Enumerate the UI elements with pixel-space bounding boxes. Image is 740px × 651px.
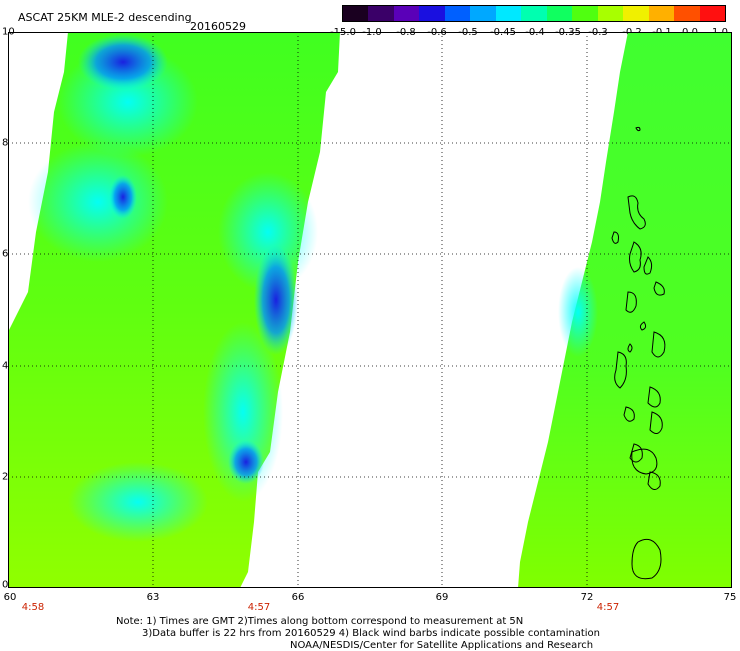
x-tick-label: 66 [291, 592, 305, 603]
colorbar-segment [521, 6, 547, 21]
x-tick-label: 63 [146, 592, 160, 603]
colorbar-segment [343, 6, 369, 21]
plot-frame [8, 32, 732, 588]
colorbar-segment [495, 6, 522, 21]
min-value-region [228, 440, 264, 484]
colorbar-segment [674, 6, 700, 21]
footnote-line: 3)Data buffer is 22 hrs from 20160529 4)… [142, 628, 600, 639]
colorbar-segment [572, 6, 598, 21]
colorbar-segment [470, 6, 496, 21]
time-label: 4:57 [596, 602, 620, 613]
y-tick-label: 6 [2, 248, 9, 260]
min-value-region [109, 175, 137, 219]
y-tick-label: 2 [2, 471, 9, 483]
time-label: 4:57 [247, 602, 271, 613]
colorbar-segment [419, 6, 445, 21]
colorbar-segment [368, 6, 394, 21]
x-tick-label: 75 [723, 592, 737, 603]
colorbar-segment [393, 6, 420, 21]
colorbar-segment [699, 6, 726, 21]
y-tick-label: 8 [2, 137, 9, 149]
gridlines [8, 32, 732, 588]
footnote-line: Note: 1) Times are GMT 2)Times along bot… [116, 616, 524, 627]
x-tick-label: 72 [580, 592, 594, 603]
island-outlines [611, 126, 666, 580]
x-tick-label: 60 [3, 592, 17, 603]
time-label: 4:58 [21, 602, 45, 613]
colorbar-segment [597, 6, 624, 21]
footnote-credit: NOAA/NESDIS/Center for Satellite Applica… [290, 640, 594, 651]
x-tick-label: 69 [435, 592, 449, 603]
min-value-region [254, 245, 298, 355]
y-tick-label: 10 [2, 26, 15, 38]
colorbar [342, 5, 726, 22]
low-value-region [68, 462, 208, 542]
map-title: ASCAT 25KM MLE-2 descending [18, 11, 192, 24]
wind-map [8, 32, 732, 588]
swath-right [518, 32, 732, 588]
y-tick-label: 4 [2, 360, 9, 372]
low-value-region [558, 267, 598, 357]
colorbar-segment [623, 6, 649, 21]
y-tick-label: 0 [2, 579, 9, 591]
low-value-region [28, 142, 168, 262]
min-value-region [78, 34, 168, 90]
colorbar-segment [444, 6, 471, 21]
low-value-region [218, 172, 318, 292]
map-date: 20160529 [190, 20, 246, 33]
colorbar-segment [546, 6, 573, 21]
colorbar-segment [648, 6, 675, 21]
